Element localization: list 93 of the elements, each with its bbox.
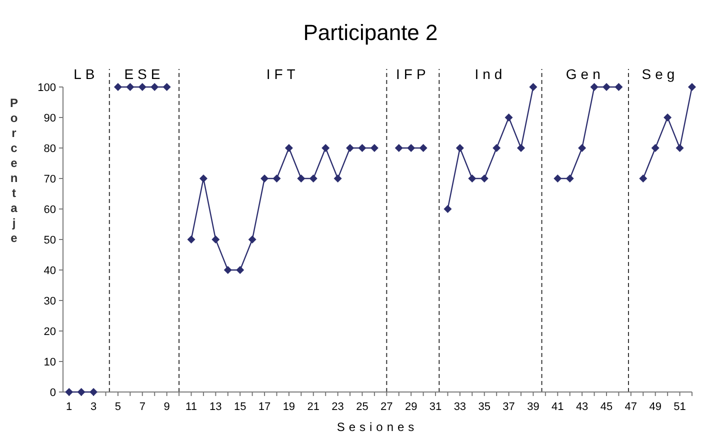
x-tick-label: 41: [552, 401, 564, 413]
x-tick-label: 5: [114, 401, 122, 413]
point: [664, 114, 672, 122]
x-tick-label: 27: [380, 401, 393, 413]
point: [212, 236, 220, 244]
x-tick-label: 47: [624, 401, 638, 413]
point: [309, 174, 318, 182]
text: ESE: [124, 66, 164, 82]
point: [651, 144, 660, 152]
point: [480, 174, 488, 182]
point: [370, 144, 378, 152]
y-tick-label: 0: [50, 386, 56, 399]
point: [260, 174, 269, 182]
point: [65, 388, 74, 396]
point: [602, 83, 611, 91]
point: [566, 174, 574, 182]
y-tick-label: 90: [44, 112, 56, 124]
x-tick-label: 49: [649, 401, 662, 413]
point: [199, 174, 208, 182]
point: [529, 83, 538, 91]
y-tick-label: 10: [44, 356, 56, 368]
x-tick-label: 3: [90, 401, 97, 413]
x-axis-title: Sesiones: [336, 420, 418, 434]
x-tick-label: 13: [210, 401, 222, 413]
point: [297, 174, 306, 182]
x-tick-label: 23: [332, 401, 344, 413]
point: [456, 144, 464, 152]
point: [358, 144, 366, 152]
x-tick-label: 15: [234, 401, 246, 413]
text: Porcentaje: [10, 96, 18, 245]
x-tick-label: 39: [527, 401, 540, 413]
x-tick-label: 31: [429, 401, 442, 413]
point: [578, 144, 586, 152]
y-tick-label: 40: [44, 264, 56, 277]
text: Ind: [474, 66, 506, 82]
point: [419, 144, 428, 152]
text: Gen: [566, 66, 604, 82]
point: [614, 83, 623, 91]
point: [224, 266, 232, 274]
point: [77, 388, 86, 396]
point: [590, 83, 598, 91]
y-tick-label: 50: [44, 234, 56, 246]
x-tick-label: 21: [307, 401, 320, 413]
text: IFP: [396, 66, 430, 82]
x-tick-label: 9: [164, 401, 170, 413]
point: [554, 174, 562, 182]
point: [688, 83, 696, 91]
x-tick-label: 11: [186, 401, 197, 413]
y-tick-label: 70: [44, 173, 56, 186]
point: [126, 83, 134, 91]
point: [407, 144, 416, 152]
point: [150, 83, 159, 91]
x-tick-label: 35: [478, 401, 490, 413]
point: [114, 83, 122, 91]
y-tick-label: 20: [44, 326, 56, 338]
y-tick-label: 60: [44, 204, 56, 216]
y-tick-label: 80: [44, 142, 56, 155]
point: [284, 144, 293, 152]
point: [162, 83, 171, 91]
text: LB: [74, 66, 99, 82]
x-tick-label: 1: [66, 401, 72, 413]
x-tick-label: 51: [674, 401, 686, 413]
point: [517, 144, 526, 152]
x-tick-label: 29: [404, 401, 418, 413]
x-tick-label: 17: [258, 401, 271, 413]
point: [90, 388, 98, 396]
x-tick-label: 33: [454, 401, 466, 413]
point: [492, 144, 501, 152]
point: [138, 83, 146, 91]
point: [248, 236, 256, 244]
point: [346, 144, 354, 152]
point: [236, 266, 244, 274]
point: [334, 174, 342, 182]
x-tick-label: 7: [139, 401, 146, 413]
x-tick-label: 25: [356, 401, 368, 413]
point: [639, 174, 648, 182]
point: [394, 144, 403, 152]
point: [468, 174, 476, 182]
chart-title: Participante 2: [303, 20, 438, 45]
text: IFT: [266, 66, 300, 82]
point: [504, 114, 513, 122]
x-tick-label: 45: [600, 401, 613, 413]
y-tick-label: 30: [44, 295, 56, 308]
text: Seg: [642, 66, 679, 82]
point: [322, 144, 330, 152]
point: [676, 144, 684, 152]
y-tick-label: 100: [38, 82, 56, 94]
x-tick-label: 19: [282, 401, 296, 413]
point: [272, 174, 281, 182]
x-tick-label: 43: [576, 401, 588, 413]
x-tick-label: 37: [502, 401, 515, 413]
point: [187, 236, 196, 244]
point: [444, 205, 452, 213]
